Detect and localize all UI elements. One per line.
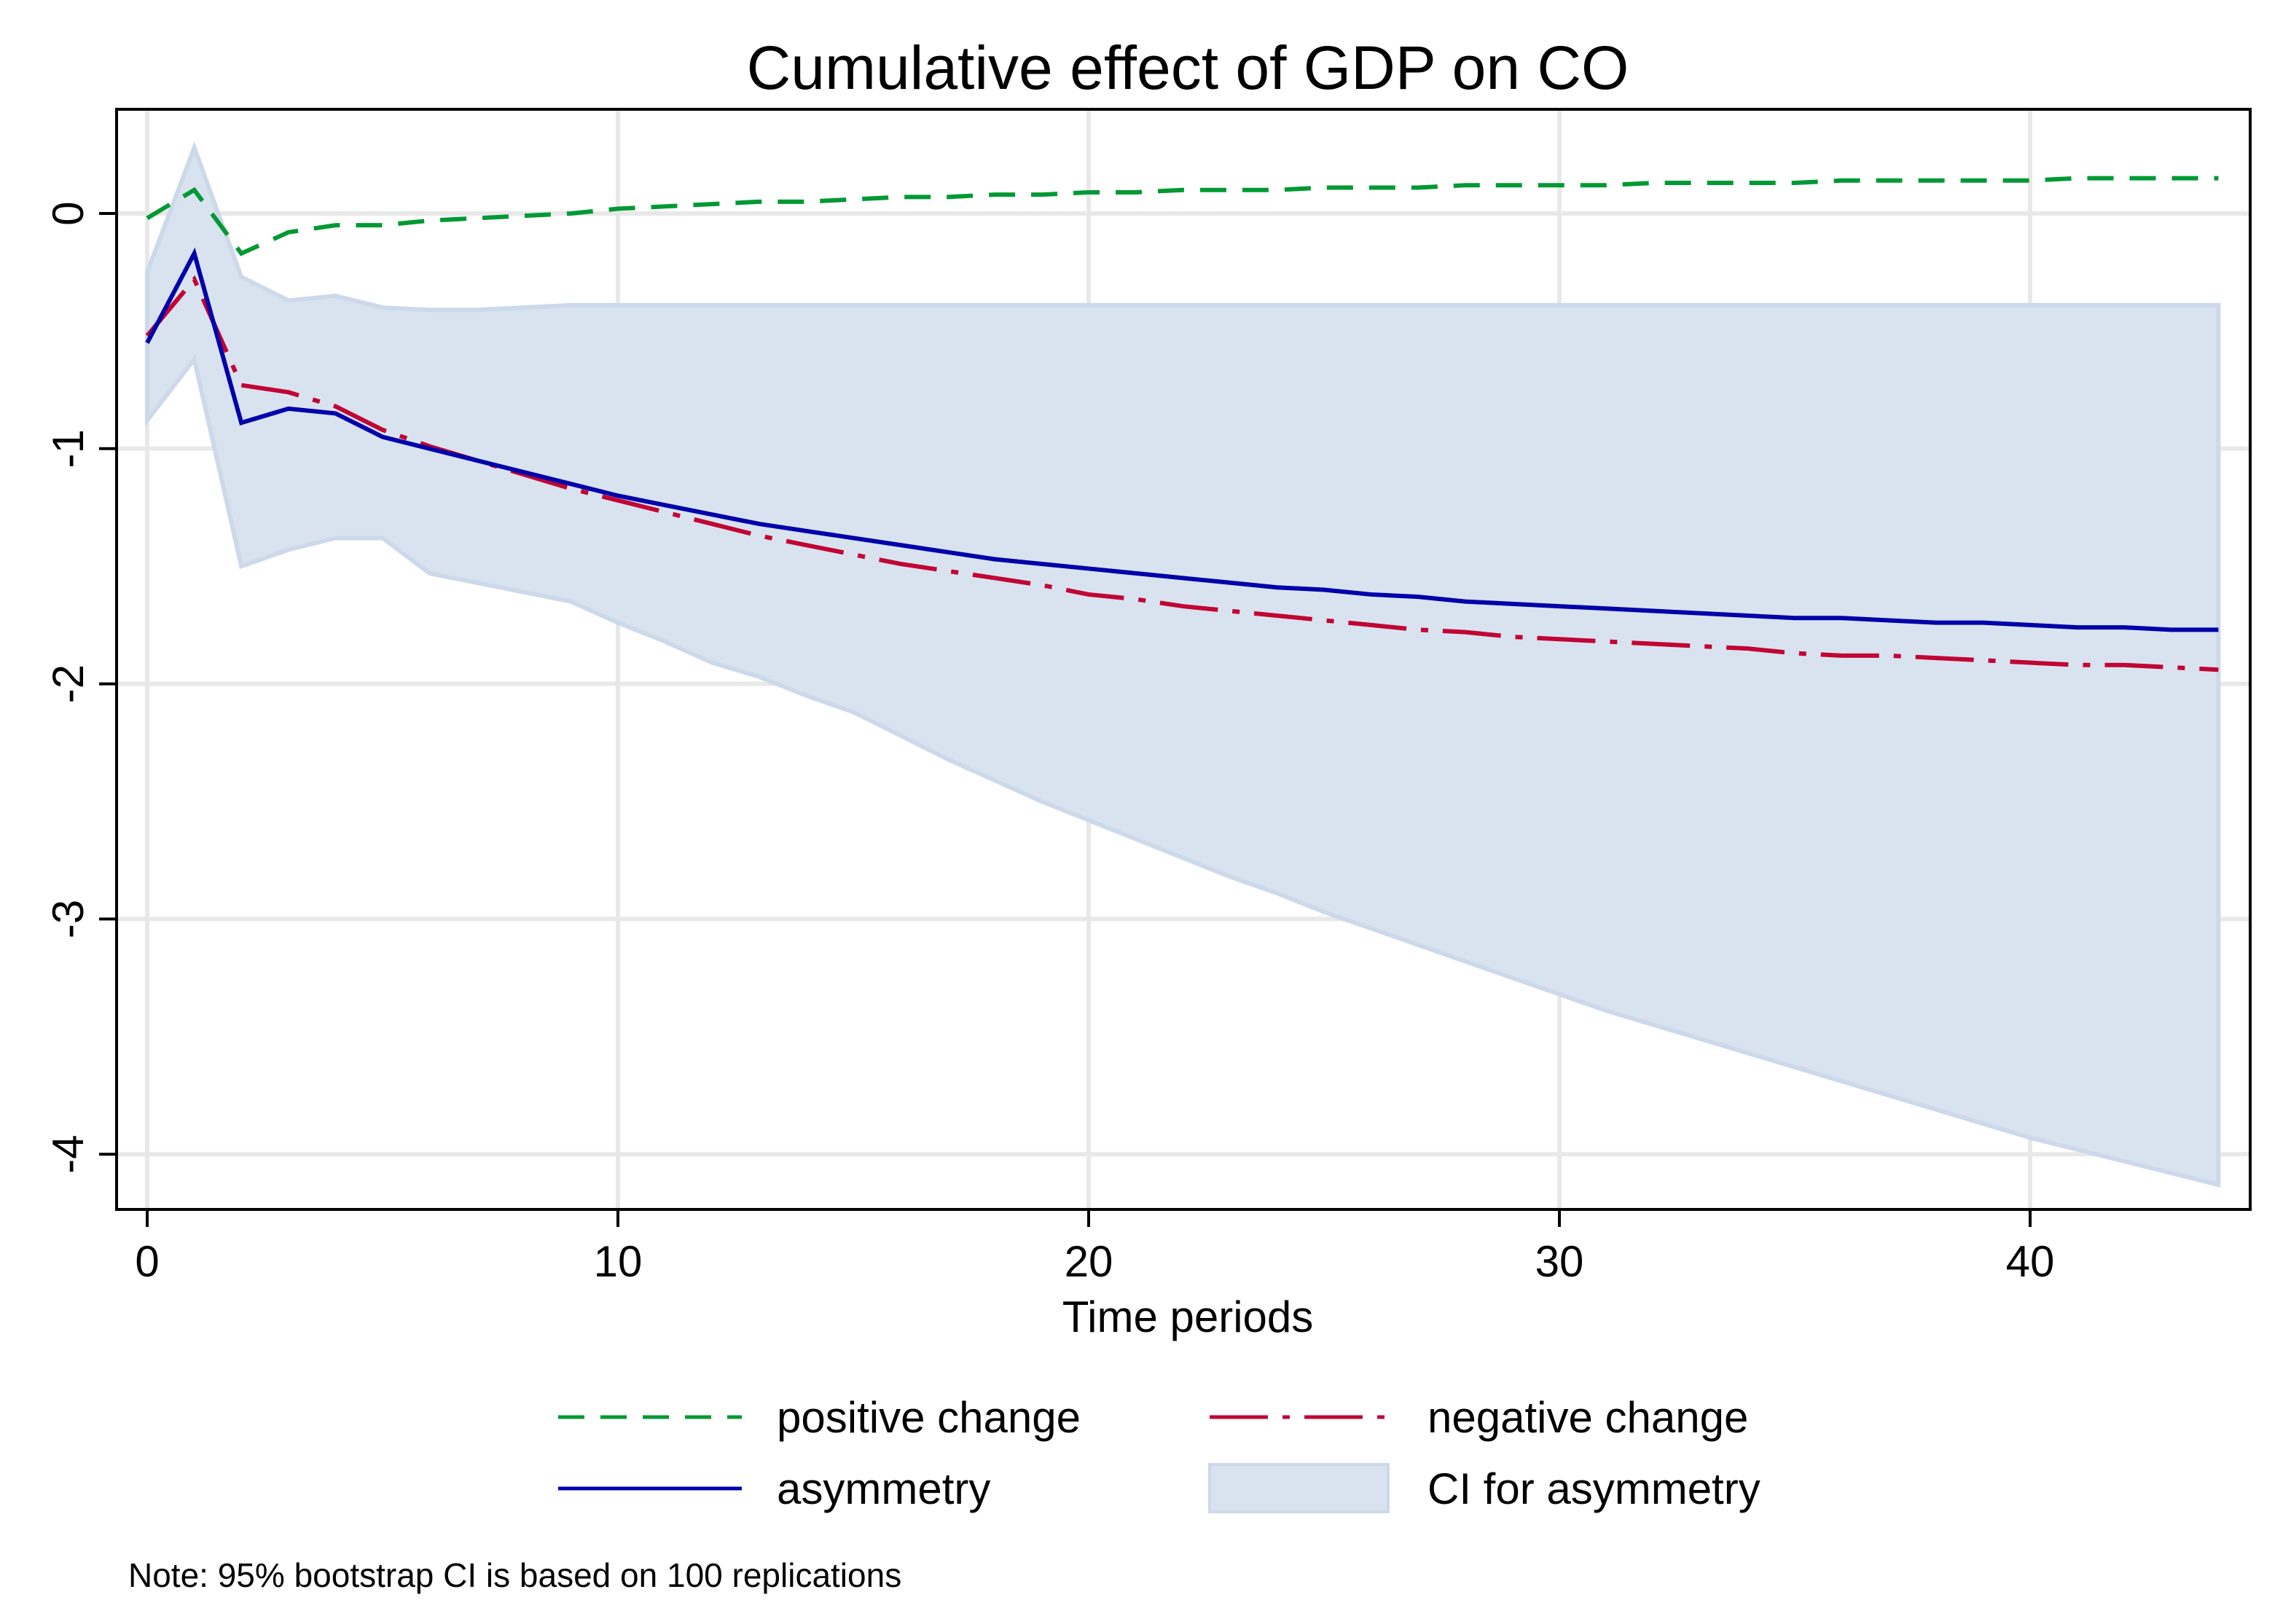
x-axis-label: Time periods [1062,1292,1314,1341]
axis-ticks: 0 10 20 30 40 0 -1 -2 -3 -4 [44,201,2054,1286]
series-line-positive-change [146,176,2219,256]
x-tick-label: 30 [1535,1237,1584,1286]
legend-label-negative: negative change [1428,1393,1748,1442]
plot-frame [115,108,2252,1211]
y-tick-label: -1 [44,429,93,468]
ci-band-area [145,141,2221,1188]
series-line-asymmetry [145,247,2219,632]
legend-label-positive: positive change [777,1393,1081,1442]
chart-note: Note: 95% bootstrap CI is based on 100 r… [128,1556,901,1594]
legend: positive change negative change asymmetr… [558,1393,1761,1513]
x-tick-label: 0 [135,1237,159,1286]
x-tick-label: 20 [1065,1237,1113,1286]
y-tick-label: -3 [44,900,93,938]
series-lines [145,176,2219,672]
chart-title: Cumulative effect of GDP on CO [747,34,1629,102]
x-tick-label: 40 [2006,1237,2055,1286]
legend-label-ci: CI for asymmetry [1428,1464,1761,1513]
y-tick-label: -4 [44,1135,93,1174]
legend-swatch-ci [1208,1463,1390,1513]
y-tick-label: -2 [44,664,93,703]
x-tick-label: 10 [594,1237,643,1286]
y-tick-label: 0 [44,201,93,225]
legend-label-asymmetry: asymmetry [777,1464,990,1513]
ci-band [145,141,2221,1188]
